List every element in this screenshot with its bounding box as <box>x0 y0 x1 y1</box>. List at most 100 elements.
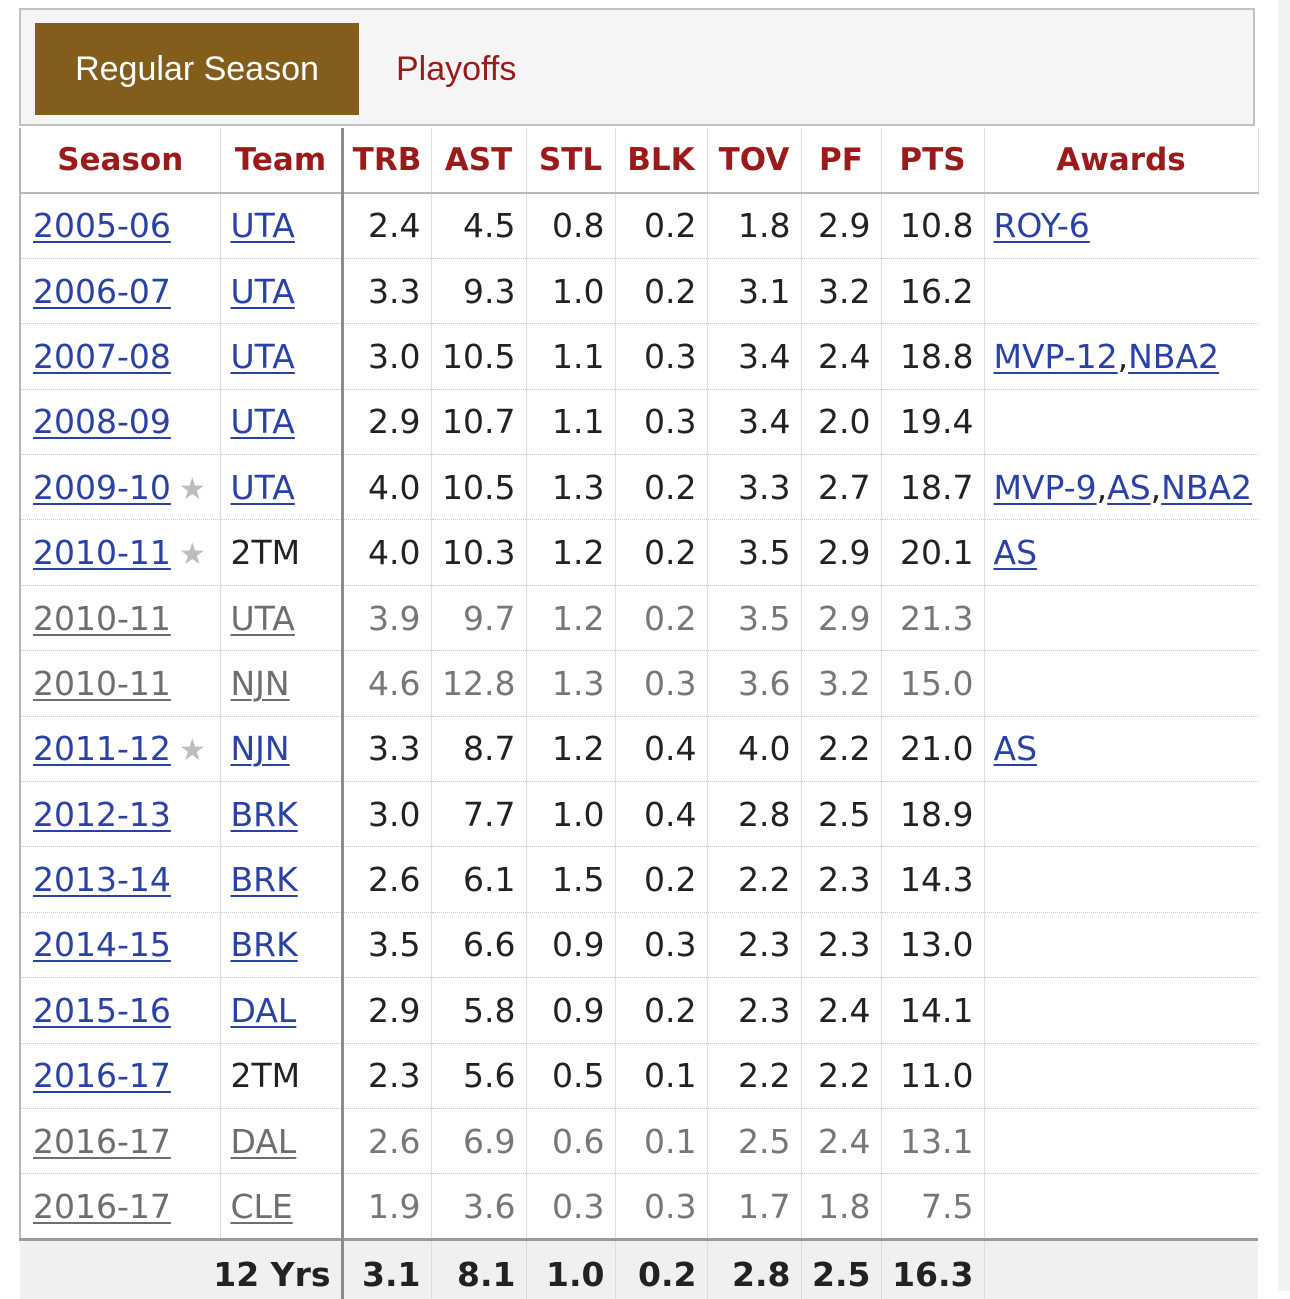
season-link[interactable]: 2016-17 <box>33 1186 171 1226</box>
ast-cell: 9.7 <box>431 585 527 652</box>
trb-cell: 3.0 <box>342 781 432 848</box>
team-link[interactable]: UTA <box>230 598 295 638</box>
ast-cell: 6.6 <box>431 912 527 979</box>
table-row: 2016-17 DAL 2.6 6.9 0.6 0.1 2.5 2.4 13.1 <box>19 1108 1258 1175</box>
career-trb: 3.1 <box>342 1237 432 1299</box>
season-link[interactable]: 2015-16 <box>33 990 171 1030</box>
award-link[interactable]: AS <box>1107 467 1151 507</box>
award-link[interactable]: MVP-12 <box>993 336 1118 376</box>
header-pf[interactable]: PF <box>801 128 882 194</box>
season-link[interactable]: 2011-12 <box>33 729 171 769</box>
season-link[interactable]: 2012-13 <box>33 794 171 834</box>
career-years-label: 12 Yrs <box>20 1237 344 1299</box>
award-link[interactable]: MVP-9 <box>993 467 1097 507</box>
pts-cell: 18.8 <box>881 323 985 390</box>
team-link[interactable]: BRK <box>230 794 298 834</box>
season-link[interactable]: 2013-14 <box>33 860 171 900</box>
header-stl[interactable]: STL <box>526 128 616 194</box>
tab-regular-season[interactable]: Regular Season <box>35 23 359 115</box>
pts-cell: 14.3 <box>881 846 985 913</box>
season-link[interactable]: 2010-11 <box>33 598 171 638</box>
header-pts[interactable]: PTS <box>881 128 985 194</box>
trb-cell: 2.9 <box>342 977 432 1044</box>
team-link[interactable]: DAL <box>230 990 297 1030</box>
awards-cell: ROY-6 <box>984 193 1258 259</box>
awards-cell: AS <box>984 519 1258 586</box>
team-link[interactable]: UTA <box>230 206 295 246</box>
blk-cell: 0.4 <box>615 716 708 783</box>
trb-cell: 4.6 <box>342 650 432 717</box>
awards-cell <box>984 912 1258 979</box>
pts-cell: 13.1 <box>881 1108 985 1175</box>
team-link[interactable]: CLE <box>230 1186 293 1226</box>
header-team[interactable]: Team <box>220 128 344 194</box>
season-link[interactable]: 2008-09 <box>33 402 171 442</box>
awards-cell <box>984 977 1258 1044</box>
team-link[interactable]: DAL <box>230 1121 297 1161</box>
blk-cell: 0.2 <box>615 258 708 325</box>
season-type-tabs: Regular Season Playoffs <box>19 8 1255 126</box>
season-cell: 2005-06 <box>19 193 221 259</box>
pf-cell: 2.9 <box>801 519 882 586</box>
blk-cell: 0.1 <box>615 1108 708 1175</box>
season-link[interactable]: 2016-17 <box>33 1121 171 1161</box>
pf-cell: 2.9 <box>801 193 882 259</box>
team-cell: NJN <box>220 650 344 717</box>
season-cell: 2016-17 <box>19 1173 221 1240</box>
team-link[interactable]: BRK <box>230 860 298 900</box>
season-cell: 2013-14 <box>19 846 221 913</box>
career-awards <box>984 1237 1258 1299</box>
season-cell: 2010-11 <box>19 650 221 717</box>
team-link[interactable]: UTA <box>230 402 295 442</box>
team-link[interactable]: UTA <box>230 271 295 311</box>
header-blk[interactable]: BLK <box>615 128 708 194</box>
header-ast[interactable]: AST <box>431 128 527 194</box>
season-cell: 2016-17 <box>19 1043 221 1109</box>
header-season[interactable]: Season <box>19 128 221 194</box>
season-link[interactable]: 2005-06 <box>33 206 171 246</box>
awards-cell <box>984 1173 1258 1240</box>
award-separator: , <box>1150 467 1162 507</box>
team-link[interactable]: NJN <box>230 663 290 703</box>
ast-cell: 3.6 <box>431 1173 527 1240</box>
table-row: 2010-11 NJN 4.6 12.8 1.3 0.3 3.6 3.2 15.0 <box>19 650 1258 717</box>
trb-cell: 2.6 <box>342 846 432 913</box>
awards-cell: MVP-12,NBA2 <box>984 323 1258 390</box>
pts-cell: 21.3 <box>881 585 985 652</box>
blk-cell: 0.2 <box>615 519 708 586</box>
pf-cell: 2.4 <box>801 977 882 1044</box>
award-link[interactable]: NBA2 <box>1128 336 1220 376</box>
season-link[interactable]: 2010-11 <box>33 663 171 703</box>
awards-cell: MVP-9,AS,NBA2 <box>984 454 1258 521</box>
team-link[interactable]: NJN <box>230 729 290 769</box>
table-row: 2012-13 BRK 3.0 7.7 1.0 0.4 2.8 2.5 18.9 <box>19 781 1258 848</box>
header-tov[interactable]: TOV <box>707 128 802 194</box>
ast-cell: 10.7 <box>431 389 527 456</box>
award-link[interactable]: NBA2 <box>1161 467 1253 507</box>
season-link[interactable]: 2009-10 <box>33 467 171 507</box>
season-link[interactable]: 2014-15 <box>33 925 171 965</box>
awards-cell <box>984 258 1258 325</box>
awards-cell <box>984 1043 1258 1109</box>
header-awards: Awards <box>984 128 1259 194</box>
tov-cell: 2.3 <box>707 912 802 979</box>
ast-cell: 12.8 <box>431 650 527 717</box>
season-link[interactable]: 2016-17 <box>33 1056 171 1096</box>
season-link[interactable]: 2010-11 <box>33 533 171 573</box>
team-link[interactable]: BRK <box>230 925 298 965</box>
blk-cell: 0.3 <box>615 912 708 979</box>
ast-cell: 5.6 <box>431 1043 527 1109</box>
team-link[interactable]: UTA <box>230 467 295 507</box>
award-link[interactable]: AS <box>993 533 1038 573</box>
blk-cell: 0.1 <box>615 1043 708 1109</box>
blk-cell: 0.4 <box>615 781 708 848</box>
tab-playoffs[interactable]: Playoffs <box>396 50 517 88</box>
trb-cell: 3.0 <box>342 323 432 390</box>
season-link[interactable]: 2006-07 <box>33 271 171 311</box>
award-link[interactable]: AS <box>993 729 1038 769</box>
pf-cell: 3.2 <box>801 258 882 325</box>
award-link[interactable]: ROY-6 <box>993 206 1090 246</box>
team-link[interactable]: UTA <box>230 336 295 376</box>
season-link[interactable]: 2007-08 <box>33 336 171 376</box>
header-trb[interactable]: TRB <box>342 128 432 194</box>
